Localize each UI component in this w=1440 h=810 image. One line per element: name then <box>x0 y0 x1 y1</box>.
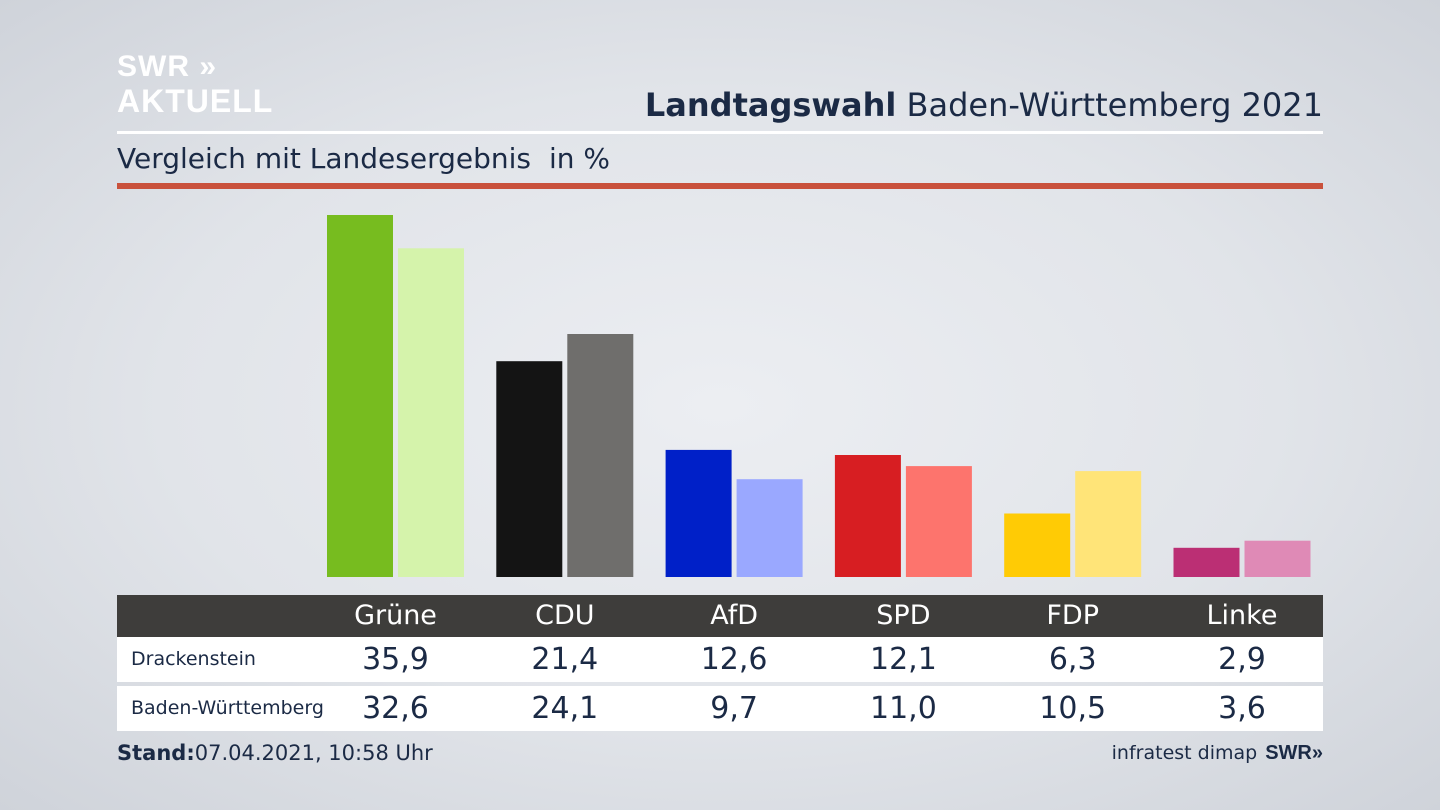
value-linke-baden-wuerttemberg: 3,6 <box>1218 691 1266 726</box>
bar-cdu-drackenstein <box>496 361 563 577</box>
table-header-row: Grüne CDU AfD SPD FDP Linke <box>117 595 1323 637</box>
bar-afd-baden-wuerttemberg <box>736 479 803 577</box>
value-spd-drackenstein: 12,1 <box>869 642 937 677</box>
table-row: Baden-Württemberg 32,6 24,1 9,7 11,0 10,5 3,6 <box>117 686 1323 731</box>
value-gruene-drackenstein: 35,9 <box>362 642 429 677</box>
value-cdu-baden-wuerttemberg: 24,1 <box>531 691 599 726</box>
swr-aktuell-logo: SWR » AKTUELL <box>117 50 274 119</box>
value-gruene-baden-wuerttemberg: 32,6 <box>362 691 429 726</box>
bar-afd-drackenstein <box>665 449 732 577</box>
value-cdu-drackenstein: 21,4 <box>531 642 599 677</box>
column-header-cdu: CDU <box>535 600 595 631</box>
swr-brand-logo: SWR» <box>1265 742 1323 764</box>
value-afd-baden-wuerttemberg: 9,7 <box>710 691 758 726</box>
title-rest: Baden-Württemberg 2021 <box>906 86 1324 124</box>
value-linke-drackenstein: 2,9 <box>1218 642 1266 677</box>
column-header-spd: SPD <box>876 600 931 631</box>
table-row: Drackenstein 35,9 21,4 12,6 12,1 6,3 2,9 <box>117 637 1323 682</box>
results-table: Grüne CDU AfD SPD FDP Linke Drackenstein 35,9… <box>117 595 1323 731</box>
bar-spd-baden-wuerttemberg <box>905 466 972 577</box>
value-fdp-drackenstein: 6,3 <box>1048 642 1097 677</box>
bar-linke-drackenstein <box>1173 547 1240 577</box>
row-label: Baden-Württemberg <box>131 697 324 719</box>
bar-cdu-baden-wuerttemberg <box>567 334 634 577</box>
chart-subtitle: Vergleich mit Landesergebnis in % <box>117 142 610 175</box>
value-fdp-baden-wuerttemberg: 10,5 <box>1039 691 1107 726</box>
column-header-gruene: Grüne <box>354 600 437 631</box>
logo-line-1: SWR » <box>117 50 218 83</box>
column-header-fdp: FDP <box>1046 600 1099 631</box>
bar-spd-drackenstein <box>834 455 901 577</box>
bar-gruene-baden-wuerttemberg <box>398 248 464 578</box>
unit-label: in % <box>548 142 611 175</box>
bar-fdp-baden-wuerttemberg <box>1075 471 1142 577</box>
source-label: infratest dimap <box>1111 742 1258 764</box>
subtitle-text: Vergleich mit Landesergebnis <box>117 142 531 175</box>
title-divider <box>117 131 1323 134</box>
bar-gruene-drackenstein <box>327 215 393 577</box>
bar-fdp-drackenstein <box>1004 513 1071 577</box>
title-bold: Landtagswahl <box>644 86 897 124</box>
stand-label: Stand: <box>117 741 195 765</box>
page-title: Landtagswahl Baden-Württemberg 2021 <box>645 86 1323 124</box>
bar-linke-baden-wuerttemberg <box>1244 540 1311 577</box>
stand-value: 07.04.2021, 10:58 Uhr <box>194 741 433 765</box>
value-spd-baden-wuerttemberg: 11,0 <box>869 691 937 726</box>
logo-line-2: AKTUELL <box>117 83 274 119</box>
source-credit: infratest dimap SWR» <box>1112 742 1323 765</box>
column-header-afd: AfD <box>710 600 758 631</box>
subtitle-divider <box>117 183 1323 189</box>
value-afd-drackenstein: 12,6 <box>700 642 768 677</box>
timestamp: Stand:07.04.2021, 10:58 Uhr <box>117 741 433 765</box>
row-label: Drackenstein <box>131 648 256 670</box>
column-header-linke: Linke <box>1206 600 1278 631</box>
